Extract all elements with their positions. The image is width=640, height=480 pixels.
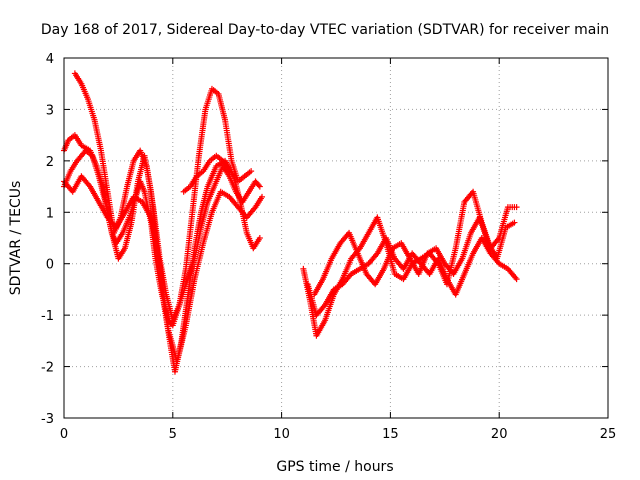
x-axis-label: GPS time / hours bbox=[276, 459, 393, 475]
y-axis-label: SDTVAR / TECUs bbox=[8, 181, 24, 296]
axis-ticks: 0 5 10 15 20 25 -3 -2 -1 0 1 2 3 4 bbox=[41, 52, 616, 442]
y-tick-label: 3 bbox=[46, 103, 54, 118]
y-tick-label: -2 bbox=[41, 361, 54, 376]
data-point bbox=[511, 219, 518, 226]
data-point bbox=[513, 204, 520, 211]
x-tick-label: 0 bbox=[60, 427, 68, 442]
grid-lines bbox=[64, 58, 608, 418]
x-tick-label: 10 bbox=[273, 427, 290, 442]
x-tick-label: 15 bbox=[382, 427, 399, 442]
trace-marker bbox=[255, 182, 262, 189]
x-tick-label: 25 bbox=[600, 427, 617, 442]
series-trace bbox=[61, 173, 266, 365]
series-trace bbox=[180, 152, 233, 195]
x-tick-label: 5 bbox=[169, 427, 177, 442]
data-point bbox=[259, 193, 266, 200]
y-tick-label: 2 bbox=[46, 155, 54, 170]
y-tick-label: 0 bbox=[46, 258, 54, 273]
x-tick-label: 20 bbox=[491, 427, 508, 442]
data-point bbox=[256, 183, 263, 190]
data-point bbox=[513, 276, 520, 283]
chart-title: Day 168 of 2017, Sidereal Day-to-day VTE… bbox=[41, 22, 609, 38]
series-trace bbox=[311, 214, 518, 298]
data-point bbox=[226, 168, 233, 175]
series-trace bbox=[304, 235, 520, 319]
y-tick-label: -1 bbox=[41, 309, 54, 324]
plot-frame bbox=[63, 57, 609, 419]
data-series bbox=[61, 70, 520, 375]
y-tick-label: 4 bbox=[46, 52, 54, 67]
y-tick-label: 1 bbox=[46, 206, 54, 221]
data-point bbox=[248, 168, 255, 175]
y-tick-label: -3 bbox=[41, 412, 54, 427]
data-point bbox=[256, 235, 263, 241]
